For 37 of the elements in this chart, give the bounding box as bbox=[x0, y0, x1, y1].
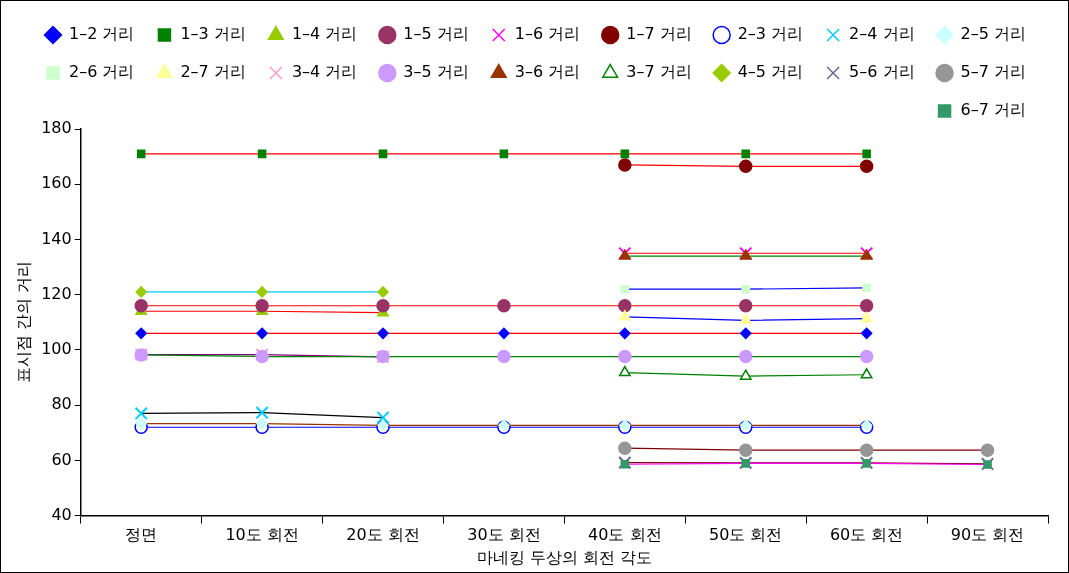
x-axis-title: 마네킹 두상의 회전 각도 bbox=[476, 547, 652, 567]
legend-label: 3–5 거리 bbox=[403, 62, 469, 82]
x-tick-label: 60도 회전 bbox=[829, 525, 904, 545]
legend-label: 1–6 거리 bbox=[514, 24, 581, 44]
x-tick-label: 50도 회전 bbox=[709, 525, 783, 545]
legend-label: 2–7 거리 bbox=[180, 62, 246, 82]
x-tick-label: 90도 회전 bbox=[950, 525, 1025, 545]
y-axis-title: 표시점 간의 거리 bbox=[13, 261, 33, 384]
y-tick-label: 120 bbox=[41, 283, 72, 303]
legend-label: 6–7 거리 bbox=[960, 100, 1027, 120]
y-tick-label: 80 bbox=[51, 394, 72, 414]
legend-label: 2–3 거리 bbox=[737, 24, 804, 44]
y-tick-label: 40 bbox=[51, 504, 72, 524]
y-tick-label: 100 bbox=[41, 339, 72, 359]
x-tick-label: 40도 회전 bbox=[588, 525, 662, 545]
legend-label: 1–3 거리 bbox=[180, 24, 246, 44]
legend-label: 2–5 거리 bbox=[960, 24, 1027, 44]
y-tick-label: 140 bbox=[41, 228, 72, 248]
x-tick-label: 정면 bbox=[125, 525, 158, 545]
y-tick-label: 180 bbox=[41, 118, 72, 138]
y-tick-label: 160 bbox=[41, 173, 72, 193]
x-tick-label: 20도 회전 bbox=[346, 525, 420, 545]
legend-label: 5–6 거리 bbox=[849, 62, 915, 82]
legend-label: 1–4 거리 bbox=[291, 24, 358, 44]
legend-label: 2–6 거리 bbox=[68, 62, 135, 82]
legend-label: 1–5 거리 bbox=[403, 24, 469, 44]
y-tick-label: 60 bbox=[51, 449, 72, 469]
legend-label: 3–4 거리 bbox=[291, 62, 358, 82]
legend-label: 1–2 거리 bbox=[68, 24, 135, 44]
legend-label: 3–6 거리 bbox=[514, 62, 581, 82]
x-tick-label: 10도 회전 bbox=[225, 525, 299, 545]
legend-label: 5–7 거리 bbox=[960, 62, 1027, 82]
legend-label: 2–4 거리 bbox=[849, 24, 915, 44]
legend-label: 4–5 거리 bbox=[737, 62, 804, 82]
legend-label: 3–7 거리 bbox=[626, 62, 692, 82]
x-tick-label: 30도 회전 bbox=[467, 525, 541, 545]
legend-label: 1–7 거리 bbox=[626, 24, 692, 44]
